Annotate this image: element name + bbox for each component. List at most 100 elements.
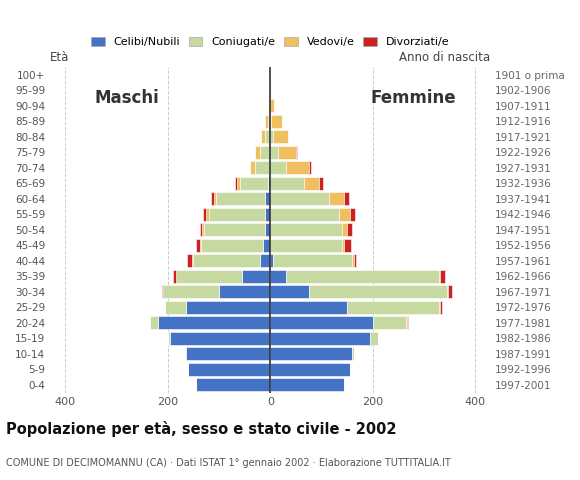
Bar [265,192,270,205]
Bar [407,316,408,329]
Bar [352,254,354,267]
Bar [270,239,342,252]
Bar [202,223,204,236]
Bar [260,254,270,267]
Bar [270,208,339,221]
Bar [260,146,270,158]
Bar [352,348,354,360]
Bar [296,146,298,158]
Text: Femmine: Femmine [371,89,456,107]
Bar [270,192,329,205]
Bar [270,332,370,345]
Bar [285,161,309,174]
Bar [265,208,270,221]
Bar [329,192,345,205]
Bar [185,348,186,360]
Bar [186,348,270,360]
Bar [270,363,350,376]
Bar [202,208,206,221]
Bar [439,301,440,313]
Bar [162,286,163,298]
Bar [347,301,439,313]
Bar [270,254,273,267]
Bar [448,286,452,298]
Bar [235,177,237,190]
Bar [270,177,303,190]
Bar [237,177,240,190]
Bar [196,239,200,252]
Bar [342,223,347,236]
Bar [209,208,265,221]
Bar [219,286,270,298]
Bar [261,131,265,143]
Bar [270,99,274,112]
Bar [447,286,448,298]
Bar [342,239,345,252]
Bar [270,286,309,298]
Bar [440,301,442,313]
Text: Maschi: Maschi [95,89,160,107]
Bar [163,286,219,298]
Bar [204,223,265,236]
Bar [196,378,270,391]
Bar [265,115,268,128]
Bar [265,131,270,143]
Bar [439,270,440,283]
Text: Anno di nascita: Anno di nascita [399,51,490,64]
Bar [372,316,406,329]
Bar [150,316,158,329]
Bar [440,270,445,283]
Bar [268,99,269,112]
Bar [200,223,202,236]
Bar [270,84,271,96]
Bar [273,131,288,143]
Bar [188,363,270,376]
Bar [303,177,319,190]
Bar [271,115,281,128]
Bar [350,208,355,221]
Bar [309,161,311,174]
Bar [216,192,265,205]
Text: Età: Età [50,51,70,64]
Bar [255,146,260,158]
Bar [270,146,278,158]
Bar [345,239,351,252]
Bar [176,270,242,283]
Bar [270,301,347,313]
Bar [214,192,216,205]
Bar [265,223,270,236]
Bar [339,208,350,221]
Text: COMUNE DI DECIMOMANNU (CA) · Dati ISTAT 1° gennaio 2002 · Elaborazione TUTTITALI: COMUNE DI DECIMOMANNU (CA) · Dati ISTAT … [6,457,451,468]
Bar [206,208,209,221]
Bar [201,239,263,252]
Bar [269,99,270,112]
Bar [354,254,356,267]
Bar [319,177,323,190]
Bar [270,161,285,174]
Bar [194,254,260,267]
Bar [270,223,342,236]
Bar [250,161,255,174]
Bar [173,270,176,283]
Bar [171,332,270,345]
Bar [406,316,407,329]
Legend: Celibi/Nubili, Coniugati/e, Vedovi/e, Divorziati/e: Celibi/Nubili, Coniugati/e, Vedovi/e, Di… [92,36,449,47]
Bar [193,254,194,267]
Bar [255,161,270,174]
Bar [165,301,186,313]
Bar [345,192,349,205]
Bar [278,146,296,158]
Bar [270,348,352,360]
Bar [268,115,270,128]
Bar [347,223,352,236]
Bar [309,286,447,298]
Text: Popolazione per età, sesso e stato civile - 2002: Popolazione per età, sesso e stato civil… [6,421,396,437]
Bar [211,192,214,205]
Bar [240,177,268,190]
Bar [270,270,285,283]
Bar [187,254,193,267]
Bar [242,270,270,283]
Bar [270,378,345,391]
Bar [168,332,171,345]
Bar [270,316,372,329]
